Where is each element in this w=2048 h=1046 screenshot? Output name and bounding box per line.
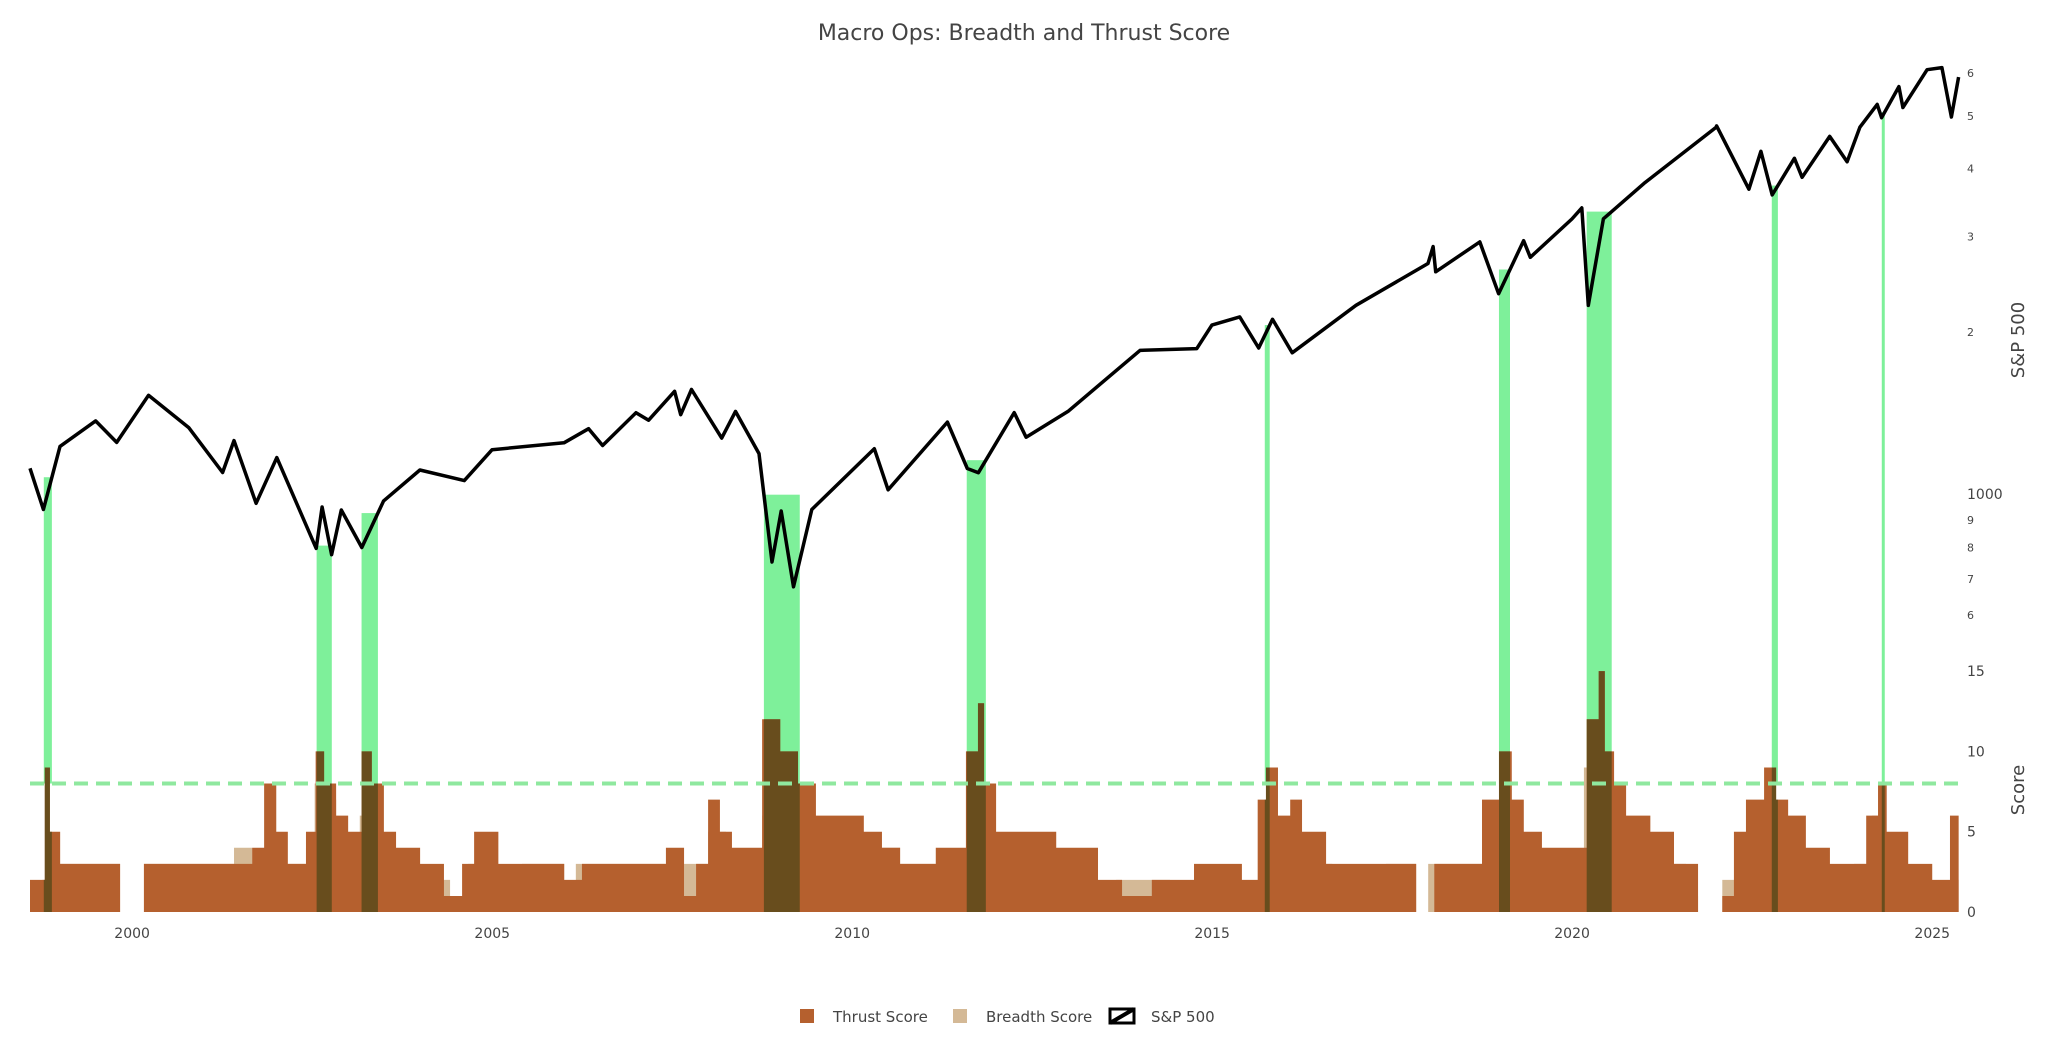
legend-item-thrust[interactable]: Thrust Score [800, 1008, 928, 1026]
sp500-tick-8: 5 [1967, 110, 1974, 123]
thrust-score-path [30, 671, 1959, 912]
signal-overlap-0 [43, 767, 52, 912]
sp500-tick-9: 6 [1967, 67, 1974, 80]
score-tick-5: 5 [1967, 825, 1976, 841]
legend-item-sp500[interactable]: S&P 500 [1108, 1007, 1215, 1026]
x-tick-2025: 2025 [1914, 926, 1950, 942]
signal-window-5 [1264, 325, 1270, 784]
signal-window-9 [1881, 112, 1885, 784]
sp500-tick-5: 2 [1967, 326, 1974, 339]
signal-overlap-3 [763, 719, 800, 912]
score-axis: 0 5 10 15 [1967, 664, 1985, 921]
sp500-axis: 6 7 8 9 1000 2 3 4 5 6 [1967, 67, 2003, 622]
sp500-tick-7: 4 [1967, 163, 1974, 176]
legend-swatch-sp500-line [1108, 1007, 1136, 1025]
signal-window-0 [43, 477, 52, 784]
x-tick-2015: 2015 [1194, 926, 1230, 942]
signal-overlap-4 [966, 703, 986, 912]
x-tick-2020: 2020 [1554, 926, 1590, 942]
legend-label-breadth: Breadth Score [986, 1008, 1092, 1026]
signal-overlap-6 [1498, 751, 1510, 912]
sp500-line [28, 65, 1961, 589]
signal-window-1 [316, 545, 332, 784]
x-tick-2000: 2000 [114, 926, 150, 942]
score-tick-15: 15 [1967, 664, 1985, 680]
legend[interactable]: Thrust Score Breadth Score S&P 500 [800, 1007, 1215, 1026]
legend-swatch-breadth [953, 1009, 967, 1023]
signal-overlap-8 [1771, 767, 1778, 912]
sp500-tick-3: 9 [1967, 514, 1974, 527]
score-axis-title: Score [2008, 765, 2029, 815]
sp500-tick-4: 1000 [1967, 487, 2003, 503]
signal-overlap-2 [361, 751, 378, 912]
signal-overlap-9 [1881, 783, 1885, 912]
score-tick-10: 10 [1967, 744, 1985, 760]
legend-swatch-thrust [800, 1009, 814, 1023]
signal-overlap-5 [1264, 767, 1270, 912]
sp500-tick-6: 3 [1967, 230, 1974, 243]
sp500-tick-0: 6 [1967, 609, 1974, 622]
sp500-series-path [28, 65, 1961, 589]
signal-window-4 [966, 460, 986, 784]
x-axis: 2000 2005 2010 2015 2020 2025 [114, 926, 1950, 942]
signal-overlap-layer [43, 671, 1885, 912]
x-tick-2010: 2010 [834, 926, 870, 942]
signal-window-8 [1771, 185, 1778, 784]
score-tick-0: 0 [1967, 905, 1976, 921]
chart-title: Macro Ops: Breadth and Thrust Score [818, 21, 1230, 46]
signal-overlap-7 [1586, 671, 1612, 912]
sp500-axis-title: S&P 500 [2008, 302, 2029, 378]
signal-window-2 [361, 513, 378, 784]
sp500-tick-1: 7 [1967, 573, 1974, 586]
x-tick-2005: 2005 [474, 926, 510, 942]
legend-label-thrust: Thrust Score [832, 1008, 928, 1026]
sp500-tick-2: 8 [1967, 541, 1974, 554]
legend-item-breadth[interactable]: Breadth Score [953, 1008, 1092, 1026]
thrust-score-area [30, 671, 1959, 912]
legend-label-sp500: S&P 500 [1151, 1008, 1215, 1026]
signal-overlap-1 [316, 751, 332, 912]
signal-window-6 [1498, 269, 1510, 784]
